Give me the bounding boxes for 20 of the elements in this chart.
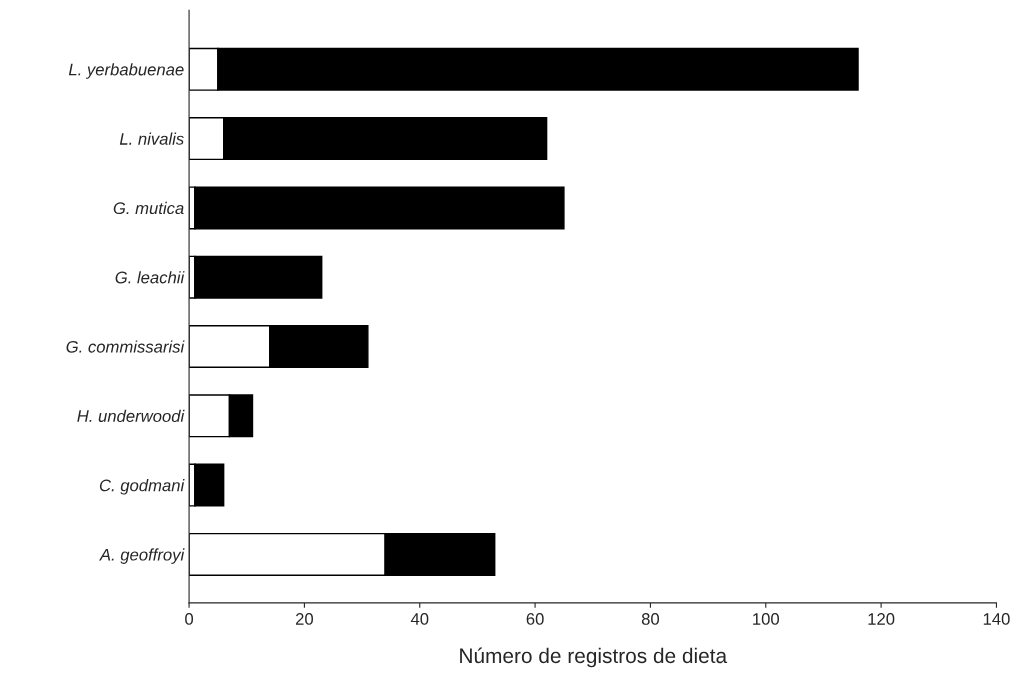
bar	[194, 463, 225, 507]
x-tick-label: 120	[868, 613, 895, 625]
y-tick-label: H. underwoodi	[77, 409, 185, 423]
x-tick-label: 60	[526, 613, 544, 625]
bar	[194, 186, 565, 230]
x-tick-label: 20	[295, 613, 314, 625]
y-tick-label: G. leachii	[115, 271, 185, 284]
y-tick-label: G. mutica	[113, 201, 184, 215]
x-axis-title: Número de registros de dieta	[460, 647, 728, 668]
x-tick-label: 100	[753, 613, 780, 625]
y-tick-label: G. commissarisi	[66, 340, 185, 353]
x-tick-label: 140	[983, 613, 1010, 625]
y-tick-label: L. nivalis	[119, 132, 184, 145]
bar	[194, 255, 323, 299]
y-tick-label: C. godmani	[99, 479, 185, 495]
x-tick-label: 80	[641, 613, 660, 625]
y-tick-label: A. geoffroyi	[99, 548, 185, 564]
x-tick-label: 40	[410, 613, 429, 625]
x-tick-label: 0	[185, 613, 194, 625]
y-tick-label: L. yerbabuenae	[68, 63, 184, 79]
